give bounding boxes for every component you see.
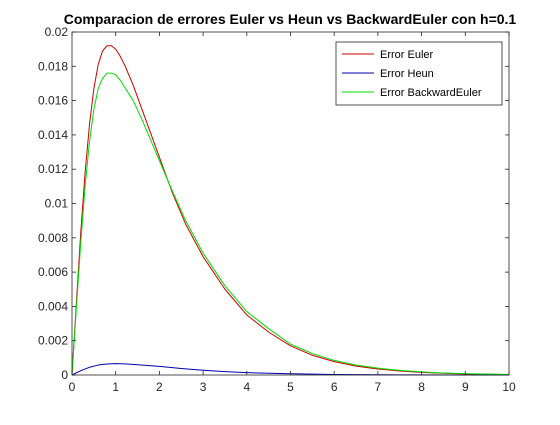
y-tick-label: 0.018 bbox=[38, 59, 68, 73]
legend-label-1: Error Heun bbox=[380, 68, 434, 80]
x-tick-label: 7 bbox=[375, 380, 382, 394]
x-tick-label: 2 bbox=[156, 380, 163, 394]
y-tick-label: 0.016 bbox=[38, 94, 68, 108]
y-tick-label: 0.01 bbox=[45, 197, 69, 211]
x-tick-label: 5 bbox=[287, 380, 294, 394]
legend: Error Euler Error Heun Error BackwardEuler bbox=[335, 41, 503, 106]
chart-title: Comparacion de errores Euler vs Heun vs … bbox=[64, 11, 517, 27]
x-tick-label: 3 bbox=[200, 380, 207, 394]
legend-label-2: Error BackwardEuler bbox=[380, 87, 482, 99]
x-tick-label: 9 bbox=[462, 380, 469, 394]
y-tick-label: 0.006 bbox=[38, 265, 68, 279]
y-tick-label: 0.008 bbox=[38, 231, 68, 245]
x-tick-label: 10 bbox=[502, 380, 516, 394]
legend-label-0: Error Euler bbox=[380, 49, 434, 61]
x-tick-label: 8 bbox=[418, 380, 425, 394]
x-tick-label: 6 bbox=[331, 380, 338, 394]
y-tick-label: 0.012 bbox=[38, 162, 68, 176]
y-tick-label: 0.014 bbox=[38, 128, 68, 142]
y-tick-label: 0.02 bbox=[45, 25, 69, 39]
axes-layer: 0 1 2 3 4 5 6 7 8 9 10 0 0.002 0.004 0.006 0.008 0.01 0.0… bbox=[38, 25, 516, 394]
x-tick-label: 1 bbox=[112, 380, 119, 394]
y-tick-label: 0.002 bbox=[38, 334, 68, 348]
x-tick-label: 4 bbox=[243, 380, 250, 394]
y-tick-label: 0 bbox=[61, 368, 68, 382]
x-tick-label: 0 bbox=[69, 380, 76, 394]
series-line-2 bbox=[71, 72, 510, 376]
y-tick-label: 0.004 bbox=[38, 299, 68, 313]
